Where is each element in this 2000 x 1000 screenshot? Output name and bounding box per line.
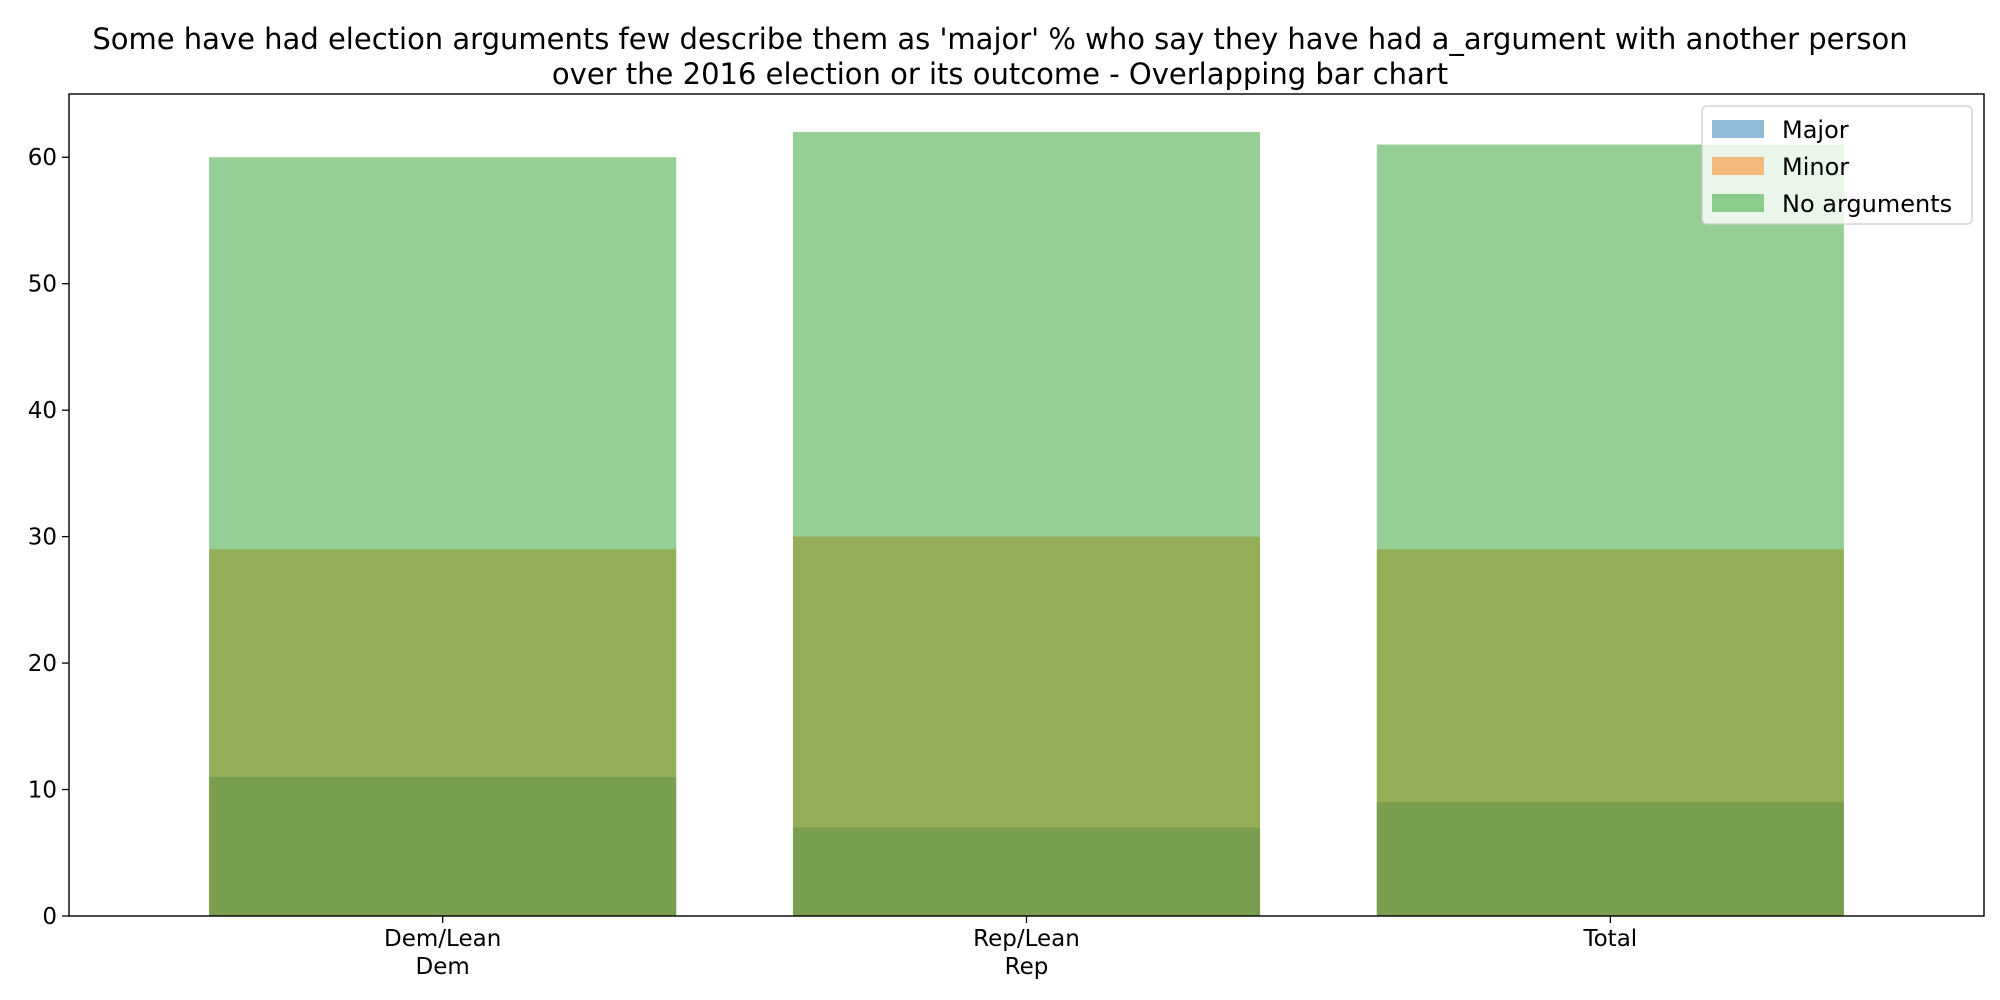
x-tick-label: Dem: [416, 954, 470, 980]
x-tick-label: Total: [1582, 926, 1637, 952]
y-tick-label: 10: [28, 778, 57, 804]
legend-box: [1701, 105, 1973, 225]
legend-label: Minor: [1782, 153, 1849, 181]
bar-no-arguments: [209, 157, 677, 916]
y-tick-label: 30: [28, 525, 57, 551]
chart-title-line: Some have had election arguments few des…: [92, 22, 1907, 56]
y-tick-label: 50: [28, 272, 57, 298]
legend-swatch: [1712, 157, 1764, 175]
y-tick-label: 60: [28, 145, 57, 171]
y-tick-label: 20: [28, 651, 57, 677]
bars: [209, 131, 1844, 917]
legend-label: No arguments: [1782, 190, 1952, 218]
y-axis: 0 10 20 30 40 50 60: [28, 145, 69, 930]
y-tick-label: 0: [42, 904, 57, 930]
chart-title-line: over the 2016 election or its outcome - …: [552, 57, 1448, 91]
x-tick-label: Rep: [1005, 954, 1049, 980]
chart-title: Some have had election arguments few des…: [92, 22, 1907, 91]
legend-label: Major: [1782, 116, 1849, 144]
bar-no-arguments: [792, 131, 1261, 916]
y-tick-label: 40: [28, 398, 57, 424]
legend-swatch: [1712, 120, 1764, 138]
legend: Major Minor No arguments: [1701, 105, 1973, 225]
legend-swatch: [1712, 194, 1764, 212]
x-tick-label: Rep/Lean: [973, 926, 1080, 952]
x-tick-label: Dem/Lean: [384, 926, 501, 952]
bar-no-arguments: [1376, 144, 1844, 917]
